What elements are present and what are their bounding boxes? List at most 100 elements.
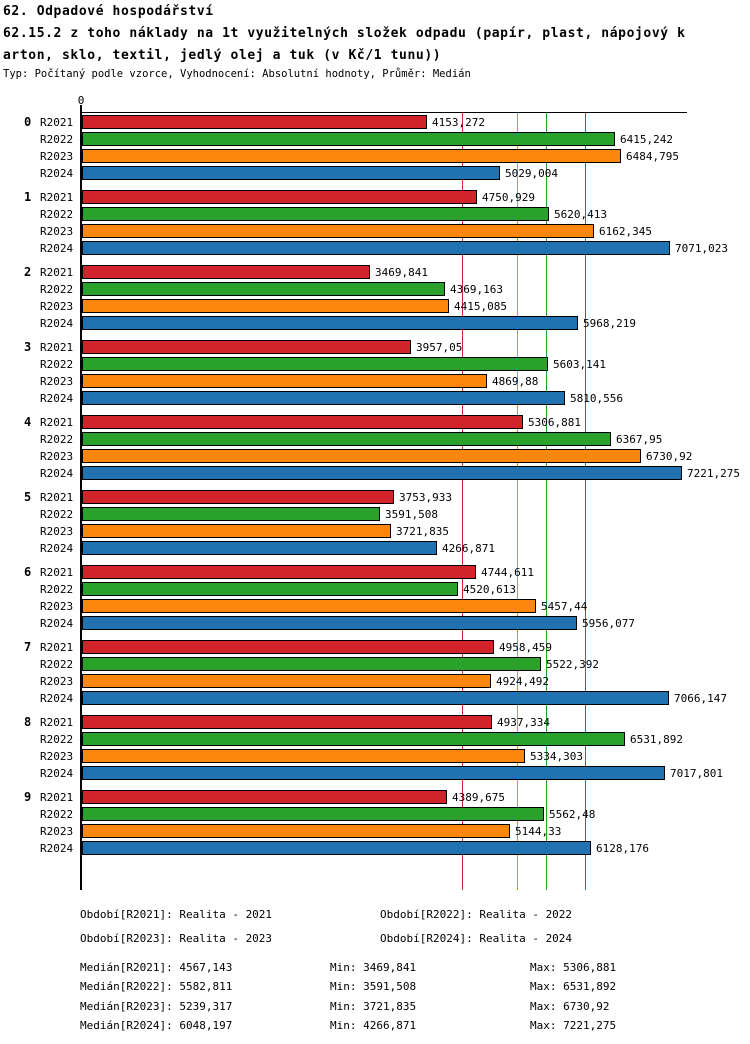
bar (82, 224, 594, 238)
max-r2024: Max: 7221,275 (530, 1019, 617, 1033)
bar-row: 2 R2021 3469,841 (24, 265, 687, 279)
bar-row: R2023 6162,345 (40, 224, 687, 238)
series-label: R2023 (40, 525, 74, 538)
bar-value-label: 5956,077 (582, 617, 635, 630)
x-axis-origin-label: 0 (77, 94, 85, 107)
bar-value-label: 4924,492 (496, 675, 549, 688)
series-label: R2022 (40, 808, 74, 821)
series-label: R2021 (40, 641, 74, 654)
median-r2023: Medián[R2023]: 5239,317 (80, 999, 233, 1013)
bar (82, 265, 370, 279)
bar-value-label: 3469,841 (375, 266, 428, 279)
bar-value-label: 6162,345 (599, 225, 652, 238)
bar (82, 115, 427, 129)
series-label: R2024 (40, 392, 74, 405)
max-r2021: Max: 5306,881 (530, 961, 617, 974)
bar-value-label: 5457,44 (541, 600, 588, 613)
bar-value-label: 5334,303 (530, 750, 583, 763)
bar-group-0: 0 R2021 4153,272 R2022 6415,242 R2023 6484,795… (24, 115, 687, 180)
bar-row: R2024 7017,801 (40, 766, 723, 780)
bar-value-label: 5810,556 (570, 392, 623, 405)
bar-row: 1 R2021 4750,929 (24, 190, 687, 204)
bar-group-2: 2 R2021 3469,841 R2022 4369,163 R2023 4415,085… (24, 265, 687, 330)
group-label: 8 (24, 715, 32, 729)
bar (82, 732, 625, 746)
bar-value-label: 3591,508 (385, 508, 438, 521)
series-label: R2023 (40, 150, 74, 163)
bar-group-6: 6 R2021 4744,611 R2022 4520,613 R2023 5457,44 R… (24, 565, 687, 630)
series-label: R2021 (40, 716, 74, 729)
series-label: R2023 (40, 750, 74, 763)
bar-row: R2022 6531,892 (40, 732, 687, 746)
series-label: R2024 (40, 542, 74, 555)
bar-value-label: 5522,392 (546, 658, 599, 671)
chart-meta: Typ: Počítaný podle vzorce, Vyhodnocení:… (3, 68, 471, 80)
bar (82, 241, 670, 255)
bar-value-label: 3753,933 (399, 491, 452, 504)
series-label: R2023 (40, 825, 74, 838)
bar-row: R2022 5562,48 (40, 807, 687, 821)
bar (82, 507, 380, 521)
bar (82, 766, 665, 780)
bar (82, 749, 525, 763)
bar-value-label: 4153,272 (432, 116, 485, 129)
series-label: R2022 (40, 583, 74, 596)
bar-value-label: 5562,48 (549, 808, 596, 821)
bar-row: R2022 3591,508 (40, 507, 687, 521)
series-label: R2024 (40, 242, 74, 255)
bar (82, 166, 500, 180)
bar (82, 207, 549, 221)
series-label: R2021 (40, 491, 74, 504)
bar-row: R2023 5457,44 (40, 599, 687, 613)
median-r2022: Medián[R2022]: 5582,811 (80, 980, 233, 994)
bar-value-label: 5144,33 (515, 825, 562, 838)
bar (82, 616, 577, 630)
series-label: R2021 (40, 191, 74, 204)
bar-value-label: 5029,004 (505, 167, 558, 180)
bar-value-label: 7017,801 (670, 767, 723, 780)
bar-value-label: 6367,95 (616, 433, 663, 446)
series-label: R2023 (40, 375, 74, 388)
series-label: R2022 (40, 133, 74, 146)
series-label: R2021 (40, 116, 74, 129)
series-label: R2022 (40, 283, 74, 296)
series-label: R2022 (40, 358, 74, 371)
bar-value-label: 4744,611 (481, 566, 534, 579)
group-label: 3 (24, 340, 32, 354)
bar-row: R2023 4869,88 (40, 374, 687, 388)
bar-row: R2023 5334,303 (40, 749, 687, 763)
min-r2024: Min: 4266,871 (330, 1019, 417, 1033)
bar-value-label: 6415,242 (620, 133, 673, 146)
group-label: 9 (24, 790, 32, 804)
bar-row: 6 R2021 4744,611 (24, 565, 687, 579)
median-r2024: Medián[R2024]: 6048,197 (80, 1019, 233, 1033)
chart-subtitle-line1: 62.15.2 z toho náklady na 1t využitelnýc… (3, 26, 686, 41)
series-label: R2024 (40, 842, 74, 855)
group-label: 1 (24, 190, 32, 204)
series-label: R2023 (40, 300, 74, 313)
group-label: 7 (24, 640, 32, 654)
series-label: R2024 (40, 617, 74, 630)
series-label: R2024 (40, 167, 74, 180)
median-line-r2024 (585, 113, 586, 890)
bar-row: R2024 7221,275 (40, 466, 740, 480)
min-r2023: Min: 3721,835 (330, 999, 417, 1013)
bar-group-9: 9 R2021 4389,675 R2022 5562,48 R2023 5144,33 R2… (24, 790, 687, 855)
bar-row: R2023 6730,92 (40, 449, 692, 463)
series-label: R2021 (40, 266, 74, 279)
group-label: 0 (24, 115, 32, 129)
median-line-r2022 (546, 113, 547, 890)
bar-value-label: 4266,871 (442, 542, 495, 555)
min-r2021: Min: 3469,841 (330, 961, 417, 974)
bar-row: R2024 6128,176 (40, 841, 687, 855)
bar-row: R2022 4369,163 (40, 282, 687, 296)
chart-legend: Období[R2021]: Realita - 2021 Období[R20… (80, 908, 572, 945)
bar-value-label: 6531,892 (630, 733, 683, 746)
bar-row: R2024 5029,004 (40, 166, 687, 180)
bar-row: 9 R2021 4389,675 (24, 790, 687, 804)
bar (82, 807, 544, 821)
bar (82, 299, 449, 313)
bar (82, 691, 669, 705)
series-label: R2022 (40, 733, 74, 746)
legend-item-r2022: Období[R2022]: Realita - 2022 (380, 908, 573, 921)
